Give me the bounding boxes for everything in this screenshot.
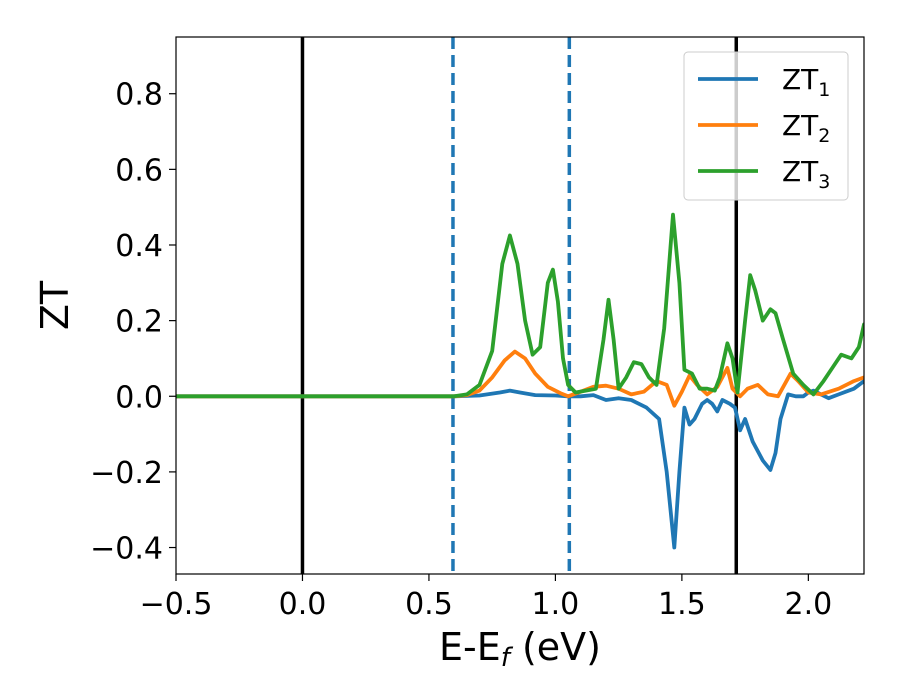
x-axis-label: E-Ef (eV): [439, 625, 601, 673]
y-axis-ticks: −0.4 −0.2 0.0 0.2 0.4 0.6 0.8: [90, 78, 176, 567]
x-tick-label: 1.5: [658, 587, 706, 622]
x-axis-label-unit: (eV): [510, 625, 601, 669]
y-tick-label: 0.8: [115, 78, 163, 113]
y-tick-label: 0.2: [115, 305, 163, 340]
legend: ZT1 ZT2 ZT3: [683, 51, 849, 201]
x-axis-label-main: E-E: [439, 625, 501, 669]
x-tick-label: 0.0: [279, 587, 327, 622]
y-axis-label: ZT: [33, 280, 77, 330]
x-tick-label: 2.0: [784, 587, 832, 622]
axes-frame: [175, 36, 865, 575]
series-line-zt1: [176, 379, 864, 550]
x-axis-ticks: −0.5 0.0 0.5 1.0 1.5 2.0: [140, 574, 832, 622]
legend-box: [683, 51, 849, 201]
x-tick-label: 0.5: [405, 587, 453, 622]
series-line-zt2: [176, 349, 864, 408]
y-tick-label: −0.2: [90, 456, 163, 491]
legend-label-zt3: ZT3: [782, 155, 830, 193]
series-line-zt3: [176, 212, 864, 399]
legend-label-zt2: ZT2: [782, 109, 830, 147]
y-tick-label: 0.6: [115, 153, 163, 188]
x-tick-label: 1.0: [532, 587, 580, 622]
y-tick-label: 0.4: [115, 229, 163, 264]
legend-label-zt1: ZT1: [782, 63, 830, 101]
x-tick-label: −0.5: [140, 587, 213, 622]
y-tick-label: −0.4: [90, 532, 163, 567]
y-tick-label: 0.0: [115, 380, 163, 415]
